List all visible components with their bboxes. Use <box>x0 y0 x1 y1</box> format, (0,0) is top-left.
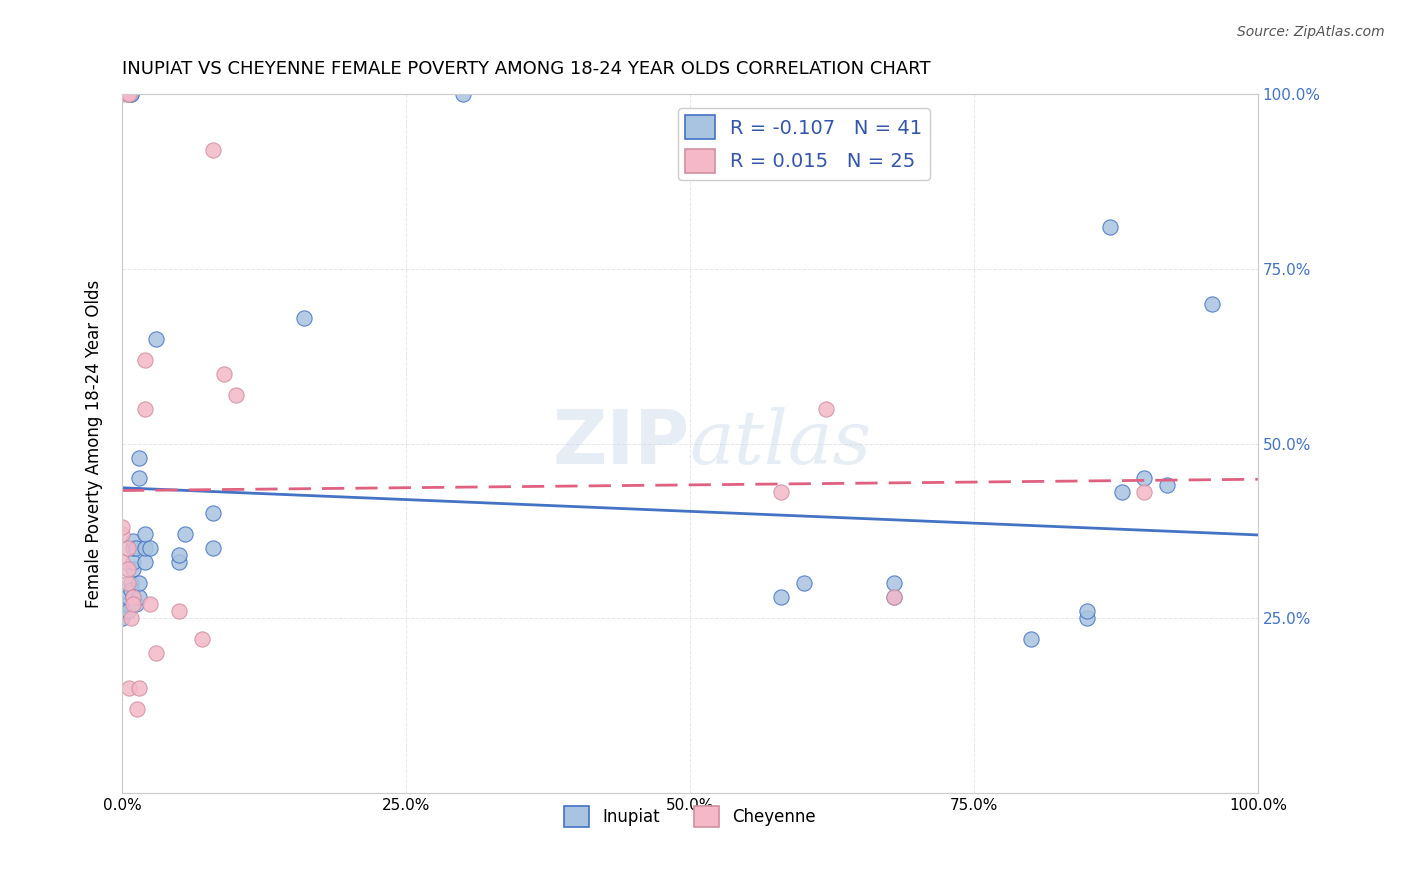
Point <box>120 87 142 102</box>
Point <box>1019 632 1042 646</box>
Point <box>145 646 167 660</box>
Point <box>1156 478 1178 492</box>
Point <box>128 681 150 695</box>
Point <box>139 597 162 611</box>
Point <box>167 555 190 569</box>
Legend: Inupiat, Cheyenne: Inupiat, Cheyenne <box>558 799 823 833</box>
Point <box>1111 485 1133 500</box>
Point <box>883 590 905 604</box>
Point <box>128 590 150 604</box>
Point <box>117 87 139 102</box>
Point <box>128 471 150 485</box>
Point <box>111 87 134 102</box>
Point <box>117 576 139 591</box>
Point <box>111 520 134 534</box>
Point <box>1076 611 1098 625</box>
Point <box>117 87 139 102</box>
Point <box>120 87 142 102</box>
Point <box>117 604 139 618</box>
Point <box>201 143 224 157</box>
Point <box>120 576 142 591</box>
Text: atlas: atlas <box>690 408 872 480</box>
Point <box>125 702 148 716</box>
Point <box>120 583 142 598</box>
Point <box>117 562 139 576</box>
Point <box>214 367 236 381</box>
Point <box>118 87 141 102</box>
Point <box>134 541 156 556</box>
Point <box>201 507 224 521</box>
Point <box>1076 604 1098 618</box>
Point <box>122 597 145 611</box>
Point <box>117 597 139 611</box>
Point <box>769 485 792 500</box>
Point <box>792 576 814 591</box>
Point <box>134 352 156 367</box>
Point <box>201 541 224 556</box>
Point <box>111 611 134 625</box>
Text: Source: ZipAtlas.com: Source: ZipAtlas.com <box>1237 25 1385 39</box>
Point <box>173 527 195 541</box>
Point <box>883 576 905 591</box>
Point <box>122 534 145 549</box>
Point <box>134 401 156 416</box>
Point <box>128 576 150 591</box>
Point <box>1133 485 1156 500</box>
Point <box>122 590 145 604</box>
Point <box>190 632 212 646</box>
Y-axis label: Female Poverty Among 18-24 Year Olds: Female Poverty Among 18-24 Year Olds <box>86 279 103 607</box>
Point <box>125 541 148 556</box>
Point <box>117 541 139 556</box>
Point <box>134 555 156 569</box>
Point <box>1099 220 1122 235</box>
Point <box>122 590 145 604</box>
Point <box>128 450 150 465</box>
Point <box>111 527 134 541</box>
Point <box>769 590 792 604</box>
Point <box>139 541 162 556</box>
Point <box>111 555 134 569</box>
Point <box>883 590 905 604</box>
Point <box>120 611 142 625</box>
Point <box>292 310 315 325</box>
Text: INUPIAT VS CHEYENNE FEMALE POVERTY AMONG 18-24 YEAR OLDS CORRELATION CHART: INUPIAT VS CHEYENNE FEMALE POVERTY AMONG… <box>122 60 931 78</box>
Point <box>167 604 190 618</box>
Point <box>117 590 139 604</box>
Point <box>167 548 190 562</box>
Point <box>1133 471 1156 485</box>
Point <box>122 541 145 556</box>
Point <box>451 87 474 102</box>
Point <box>225 387 247 401</box>
Point <box>134 527 156 541</box>
Point <box>145 332 167 346</box>
Text: ZIP: ZIP <box>553 407 690 480</box>
Point <box>122 562 145 576</box>
Point <box>815 401 838 416</box>
Point <box>111 597 134 611</box>
Point <box>125 597 148 611</box>
Point <box>122 555 145 569</box>
Point <box>118 681 141 695</box>
Point <box>1201 297 1223 311</box>
